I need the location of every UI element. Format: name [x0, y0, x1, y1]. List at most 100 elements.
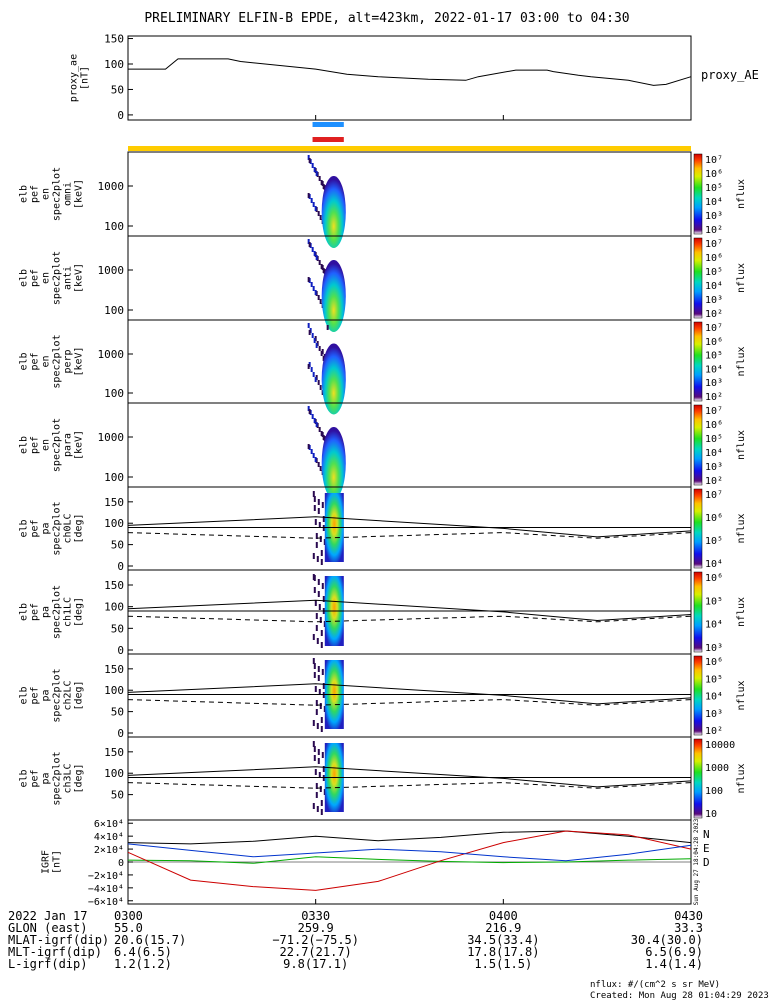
colorbar-label-group: nflux: [736, 763, 747, 793]
colorbar-tick: 10²: [705, 726, 723, 737]
ylabel-line: pa: [41, 689, 52, 701]
plot-frame: [127, 653, 692, 738]
plot-frame: [127, 151, 692, 237]
spectrogram-speckle: [320, 351, 323, 356]
pa-speckle: [321, 502, 324, 508]
pa-speckle: [320, 726, 323, 732]
row-value: 1.5(1.5): [474, 957, 532, 971]
row-value: 6.4(6.5): [114, 945, 172, 959]
ylabel-line: spec2plot: [52, 668, 63, 722]
pa-speckle: [316, 806, 319, 812]
colorbar-tick: 10²: [705, 392, 723, 403]
ylabel: elb pef pa spec2plot ch0LC [deg]: [19, 501, 85, 555]
spectrogram-speckle: [319, 215, 322, 220]
colorbar-tick: 10³: [705, 378, 723, 389]
ylabel-line: [keV]: [74, 430, 85, 460]
ylabel-line: ch2LC: [63, 680, 74, 710]
ylabel-line: anti: [63, 266, 74, 290]
colorbar-tick: 10³: [705, 211, 723, 222]
colorbar-tick: 10⁶: [705, 420, 723, 431]
pa-speckle: [313, 505, 316, 511]
spectrogram-burst: [321, 260, 346, 332]
spectrogram-speckle: [320, 264, 323, 269]
ylabel-line: elb: [19, 519, 30, 537]
panel-proxy-ae: 150 100 50 0 proxy_AE proxy_ae [nT]: [69, 33, 759, 122]
colorbar: [693, 404, 703, 486]
ylabel-line: [nT]: [80, 66, 91, 90]
plot-frame: [127, 319, 692, 404]
pa-speckle: [312, 634, 315, 640]
colorbar-tick: 10⁵: [705, 183, 723, 194]
spectrogram-speckle: [307, 277, 310, 282]
row-value: 17.8(17.8): [467, 945, 539, 959]
pa-speckle: [322, 596, 325, 602]
igrf-series-label: D: [703, 856, 710, 869]
pa-speckle: [315, 613, 318, 619]
colorbar-tick: 10⁷: [705, 406, 723, 417]
spectrogram-speckle: [318, 176, 321, 181]
ylabel-line: pef: [30, 185, 41, 203]
row-value: 0300: [114, 909, 143, 923]
ylabel-line: elb: [19, 436, 30, 454]
row-value: 9.8(17.1): [283, 957, 348, 971]
colorbar-tick: 10: [705, 809, 717, 820]
colorbar-tick: 10⁶: [705, 657, 723, 668]
panel-spec_perp: 1000 100 elb pef en spec2plot perp [keV] 10⁷ 10⁶ 1…: [19, 319, 747, 415]
panel-pa_ch0: 150 100 50 0 elb pef pa spec2plot ch0LC [deg] 10⁷ 1…: [19, 486, 747, 573]
colorbar-tick: 10³: [705, 643, 723, 654]
ytick-label: 150: [104, 579, 124, 592]
colorbar: [693, 321, 703, 402]
row-value: 1.4(1.4): [645, 957, 703, 971]
pa-speckle: [318, 772, 321, 778]
colorbar-label-group: nflux: [736, 513, 747, 543]
pa-speckle: [314, 600, 317, 606]
spectrogram-speckle: [315, 255, 318, 260]
colorbar-tick: 10⁶: [705, 573, 723, 584]
ytick-label: −4×10⁴: [88, 884, 124, 895]
colorbar-tick: 10000: [705, 740, 735, 751]
ytick-label: 50: [111, 622, 124, 635]
colorbar: [693, 655, 703, 736]
ytick-label: 150: [104, 496, 124, 509]
row-value: 30.4(30.0): [631, 933, 703, 947]
ytick-label: 0: [117, 727, 124, 740]
colorbar-tick: 10⁴: [705, 620, 723, 631]
ylabel: IGRF [nT]: [41, 850, 63, 874]
colorbar-tick: 1000: [705, 763, 729, 774]
colorbar-tick: 10³: [705, 462, 723, 473]
spectrogram-speckle: [322, 356, 325, 361]
colorbar-label: nflux: [736, 430, 747, 460]
ytick-label: 4×10⁴: [94, 832, 124, 843]
ylabel-line: [nT]: [52, 850, 63, 874]
spectrogram-speckle: [313, 418, 316, 423]
pa-speckle: [313, 672, 316, 678]
pa-speckle: [314, 769, 317, 775]
colorbar-tick: 10⁴: [705, 692, 723, 703]
ylabel-line: pef: [30, 769, 41, 787]
panel-spec_anti: 1000 100 elb pef en spec2plot anti [keV] 10⁷ 10⁶ 1…: [19, 235, 747, 332]
ytick-label: 50: [111, 83, 124, 96]
ylabel-line: pa: [41, 606, 52, 618]
spectrogram-speckle: [322, 435, 325, 440]
ylabel: proxy_ae [nT]: [69, 54, 91, 102]
pa-speckle: [316, 556, 319, 562]
ylabel: elb pef en spec2plot omni [keV]: [19, 167, 85, 221]
spectrogram-speckle: [314, 457, 317, 462]
ylabel-line: [deg]: [74, 513, 85, 543]
footer-units: nflux: #/(cm^2 s sr MeV): [590, 980, 720, 990]
pa-speckle: [313, 575, 316, 581]
footer-created: Created: Mon Aug 28 01:04:29 2023: [590, 991, 769, 1000]
ylabel: elb pef en spec2plot para [keV]: [19, 418, 85, 472]
spectrogram-speckle: [312, 453, 315, 458]
spectrogram-speckle: [314, 290, 317, 295]
pa-speckle: [312, 553, 315, 559]
pa-speckle: [317, 499, 320, 505]
ylabel-line: pef: [30, 603, 41, 621]
ylabel-line: omni: [63, 182, 74, 206]
spectrogram-speckle: [326, 325, 329, 330]
ylabel-line: spec2plot: [52, 751, 63, 805]
pa-speckle: [319, 536, 322, 542]
igrf-series-line: [127, 856, 692, 864]
colorbar-tick: 10⁴: [705, 197, 723, 208]
ylabel: elb pef en spec2plot perp [keV]: [19, 334, 85, 388]
